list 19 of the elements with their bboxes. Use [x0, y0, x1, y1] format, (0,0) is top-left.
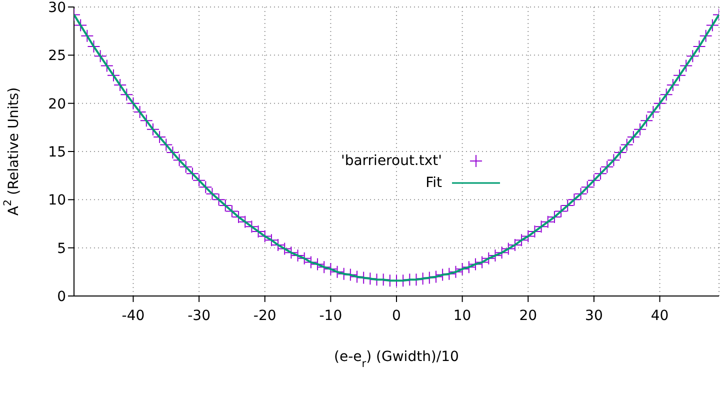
x-tick-label: 10 — [453, 308, 472, 324]
x-tick-label: 20 — [519, 308, 538, 324]
x-tick-label: -10 — [319, 308, 342, 324]
x-tick-label: 40 — [650, 308, 669, 324]
x-tick-label: 30 — [585, 308, 603, 324]
y-tick-label: 30 — [48, 0, 66, 16]
y-tick-label: 25 — [48, 48, 66, 64]
x-tick-label: 0 — [392, 308, 401, 324]
y-tick-label: 20 — [48, 96, 66, 112]
x-tick-label: -20 — [253, 308, 276, 324]
y-tick-label: 10 — [48, 192, 66, 209]
legend-label: 'barrierout.txt' — [340, 153, 442, 169]
x-tick-label: -40 — [122, 308, 145, 324]
x-tick-label: -30 — [188, 308, 210, 324]
y-tick-label: 15 — [48, 144, 66, 160]
y-tick-label: 0 — [57, 288, 66, 305]
y-tick-label: 5 — [57, 240, 66, 257]
x-axis-title: (e-e$_{r}$) (Gwidth)/10 — [334, 349, 459, 370]
legend-label: Fit — [426, 175, 442, 191]
